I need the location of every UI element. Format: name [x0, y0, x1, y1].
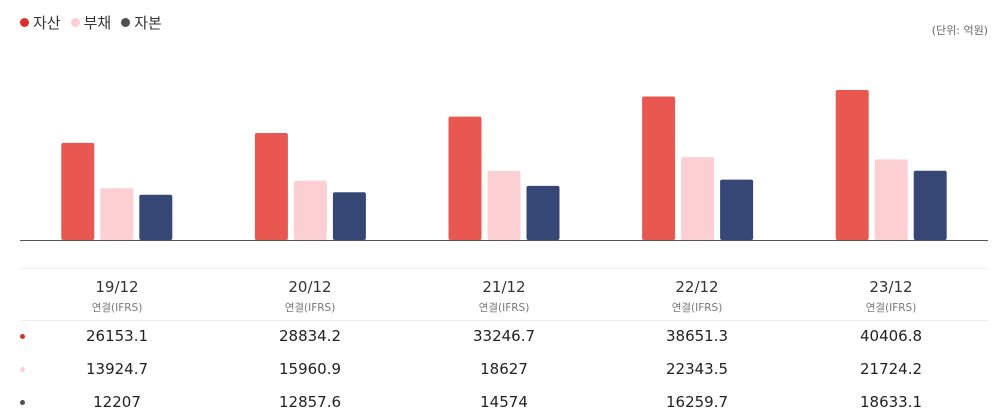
period-basis: 연결(IFRS): [91, 302, 143, 314]
table-cell: 38651.3: [665, 327, 729, 345]
period-basis: 연결(IFRS): [284, 302, 336, 314]
chart-legend: 자산 부채 자본: [20, 12, 162, 33]
table-cell: 21724.2: [859, 360, 923, 378]
table-cell: 28834.2: [278, 327, 342, 345]
row-dot-icon: [20, 334, 25, 339]
table-divider: [20, 320, 988, 321]
legend-item-liabilities[interactable]: 부채: [70, 12, 112, 33]
table-cell: 12207: [93, 393, 141, 411]
table-cell: 40406.8: [859, 327, 923, 345]
bar-22-12-2[interactable]: [720, 179, 754, 240]
period-basis: 연결(IFRS): [478, 302, 530, 314]
legend-label: 부채: [83, 14, 112, 32]
period-label: 23/12: [869, 278, 913, 296]
unit-label: (단위: 억원): [931, 24, 988, 37]
period-basis: 연결(IFRS): [671, 302, 723, 314]
table-cell: 12857.6: [278, 393, 342, 411]
legend-dot-icon: [121, 18, 131, 27]
bar-20-12-1[interactable]: [293, 180, 327, 240]
table-divider: [20, 268, 988, 269]
table-cell: 18627: [480, 360, 528, 378]
legend-label: 자산: [33, 14, 61, 32]
legend-item-equity[interactable]: 자본: [121, 12, 162, 33]
bar-21-12-0[interactable]: [448, 116, 482, 240]
bar-22-12-1[interactable]: [681, 157, 715, 240]
bar-23-12-2[interactable]: [913, 170, 947, 240]
period-label: 20/12: [288, 278, 332, 296]
legend-dot-icon: [20, 18, 29, 27]
table-cell: 16259.7: [665, 393, 729, 411]
legend-dot-icon: [70, 18, 80, 27]
table-cell: 33246.7: [472, 327, 536, 345]
period-label: 21/12: [482, 278, 526, 296]
row-dot-icon: [20, 400, 25, 405]
table-cell: 26153.1: [85, 327, 149, 345]
bar-chart: [20, 90, 988, 241]
table-cell: 22343.5: [665, 360, 729, 378]
table-cell: 18633.1: [859, 393, 923, 411]
bar-22-12-0[interactable]: [642, 96, 676, 241]
bar-20-12-0[interactable]: [254, 133, 288, 240]
bar-21-12-1[interactable]: [487, 170, 521, 240]
table-cell: 14574: [480, 393, 528, 411]
bar-21-12-2[interactable]: [526, 185, 560, 240]
bar-23-12-1[interactable]: [874, 159, 908, 240]
legend-item-assets[interactable]: 자산: [20, 12, 61, 33]
period-basis: 연결(IFRS): [865, 302, 917, 314]
bar-23-12-0[interactable]: [835, 90, 869, 240]
period-label: 22/12: [675, 278, 719, 296]
row-dot-icon: [20, 367, 25, 372]
legend-label: 자본: [134, 14, 162, 32]
period-label: 19/12: [95, 278, 139, 296]
bar-19-12-1[interactable]: [100, 188, 134, 240]
bar-19-12-0[interactable]: [61, 142, 95, 240]
bar-19-12-2[interactable]: [139, 194, 173, 240]
bar-20-12-2[interactable]: [332, 192, 366, 240]
table-cell: 15960.9: [278, 360, 342, 378]
table-cell: 13924.7: [85, 360, 149, 378]
